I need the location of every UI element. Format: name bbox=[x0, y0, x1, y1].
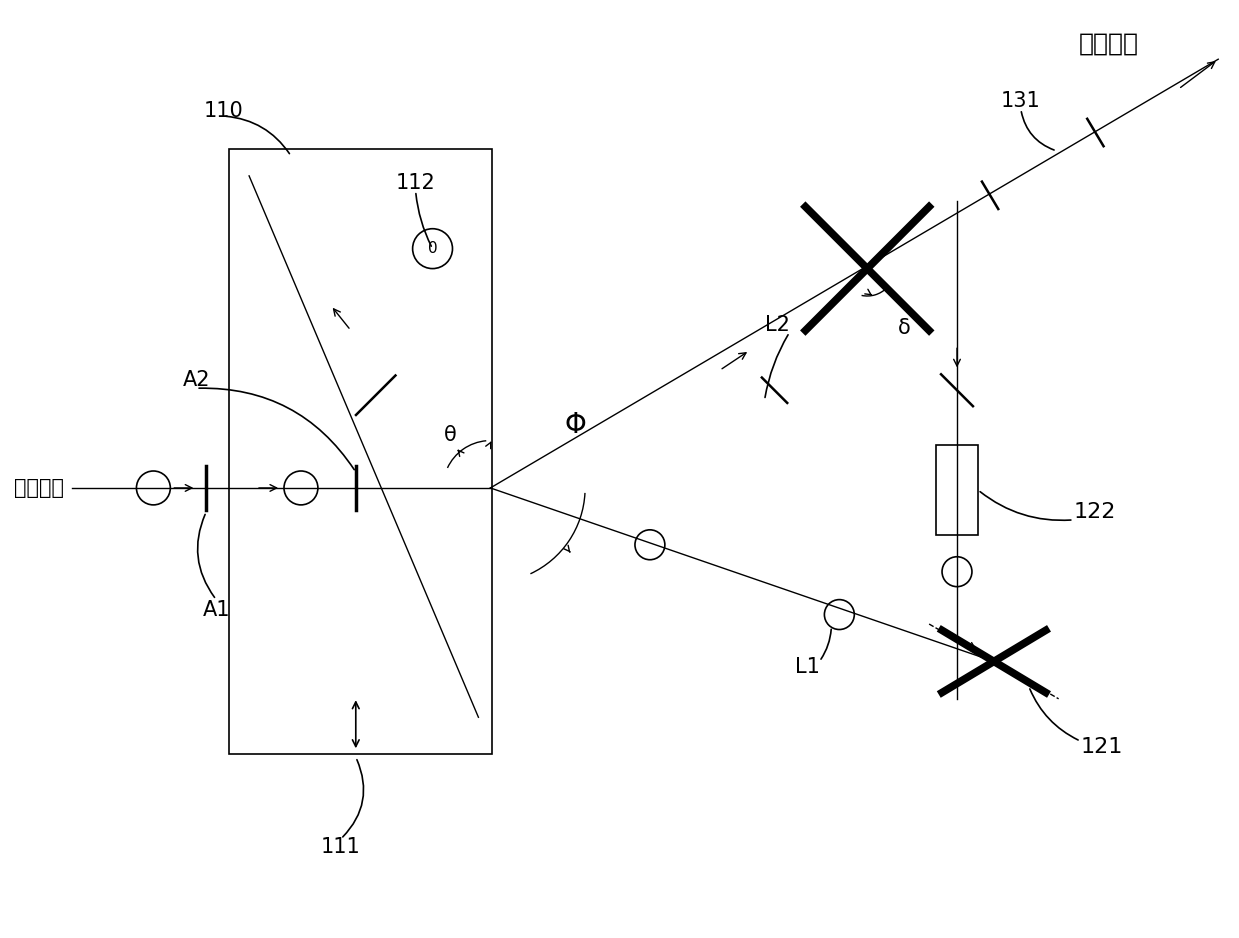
Text: 人射激光: 人射激光 bbox=[14, 478, 63, 498]
Text: Φ: Φ bbox=[564, 411, 586, 439]
Text: 121: 121 bbox=[1080, 737, 1123, 757]
Text: 131: 131 bbox=[1001, 91, 1041, 111]
Text: L1: L1 bbox=[794, 658, 819, 677]
Text: 合成光束: 合成光束 bbox=[1078, 31, 1139, 55]
Text: L2: L2 bbox=[764, 315, 789, 336]
Text: δ: δ bbox=[898, 318, 911, 339]
Text: 112: 112 bbox=[395, 173, 435, 193]
Text: 122: 122 bbox=[1074, 502, 1116, 522]
Text: 110: 110 bbox=[203, 101, 243, 121]
Text: 111: 111 bbox=[321, 837, 361, 857]
Text: A1: A1 bbox=[202, 599, 230, 620]
Text: θ: θ bbox=[444, 425, 457, 446]
Text: A2: A2 bbox=[182, 371, 209, 390]
Bar bbox=[229, 149, 492, 754]
Bar bbox=[935, 445, 978, 535]
Text: 0: 0 bbox=[427, 241, 437, 256]
